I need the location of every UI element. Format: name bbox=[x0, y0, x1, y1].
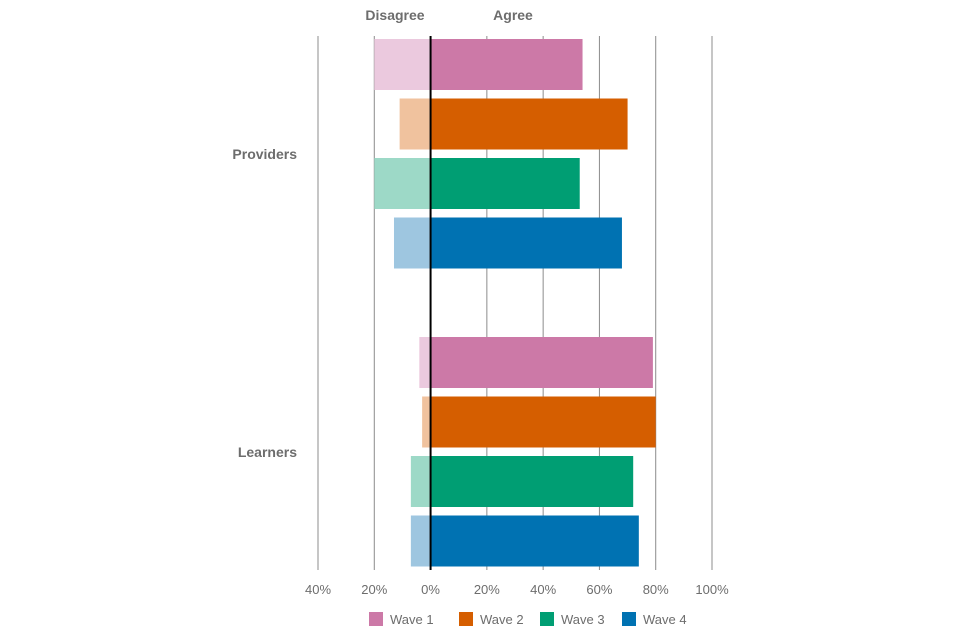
x-tick-label: 100% bbox=[695, 582, 729, 597]
x-tick-label: 0% bbox=[421, 582, 440, 597]
disagree-bar bbox=[422, 396, 431, 448]
agree-header: Agree bbox=[493, 7, 533, 23]
axis-labels: Disagree Agree 40% 20% 0% 20% 40% 60% 80% 100% P… bbox=[232, 7, 729, 597]
agree-bar bbox=[430, 337, 653, 388]
legend-label: Wave 4 bbox=[643, 612, 687, 627]
disagree-bar bbox=[410, 456, 431, 507]
legend-label: Wave 1 bbox=[390, 612, 434, 627]
disagree-bar bbox=[374, 158, 431, 209]
agree-bar bbox=[430, 217, 622, 269]
disagree-header: Disagree bbox=[365, 7, 424, 23]
x-tick-label: 80% bbox=[643, 582, 669, 597]
legend-label: Wave 3 bbox=[561, 612, 605, 627]
legend: Wave 1 Wave 2 Wave 3 Wave 4 bbox=[369, 612, 687, 627]
agree-bar bbox=[430, 456, 634, 507]
agree-bar bbox=[430, 158, 580, 209]
agree-bar bbox=[430, 98, 628, 150]
bars bbox=[374, 39, 656, 567]
agree-bar bbox=[430, 396, 656, 448]
category-label: Providers bbox=[232, 146, 297, 162]
legend-swatch bbox=[622, 612, 636, 626]
agree-bar bbox=[430, 515, 639, 567]
x-tick-label: 40% bbox=[530, 582, 556, 597]
x-tick-label: 60% bbox=[586, 582, 612, 597]
legend-swatch bbox=[540, 612, 554, 626]
disagree-bar bbox=[410, 515, 431, 567]
legend-label: Wave 2 bbox=[480, 612, 524, 627]
disagree-bar bbox=[374, 39, 431, 90]
disagree-bar bbox=[399, 98, 431, 150]
disagree-bar bbox=[419, 337, 431, 388]
x-tick-label: 20% bbox=[474, 582, 500, 597]
x-tick-label: 20% bbox=[361, 582, 387, 597]
category-label: Learners bbox=[238, 444, 297, 460]
x-tick-label: 40% bbox=[305, 582, 331, 597]
disagree-bar bbox=[393, 217, 431, 269]
legend-swatch bbox=[369, 612, 383, 626]
agree-bar bbox=[430, 39, 583, 90]
legend-swatch bbox=[459, 612, 473, 626]
